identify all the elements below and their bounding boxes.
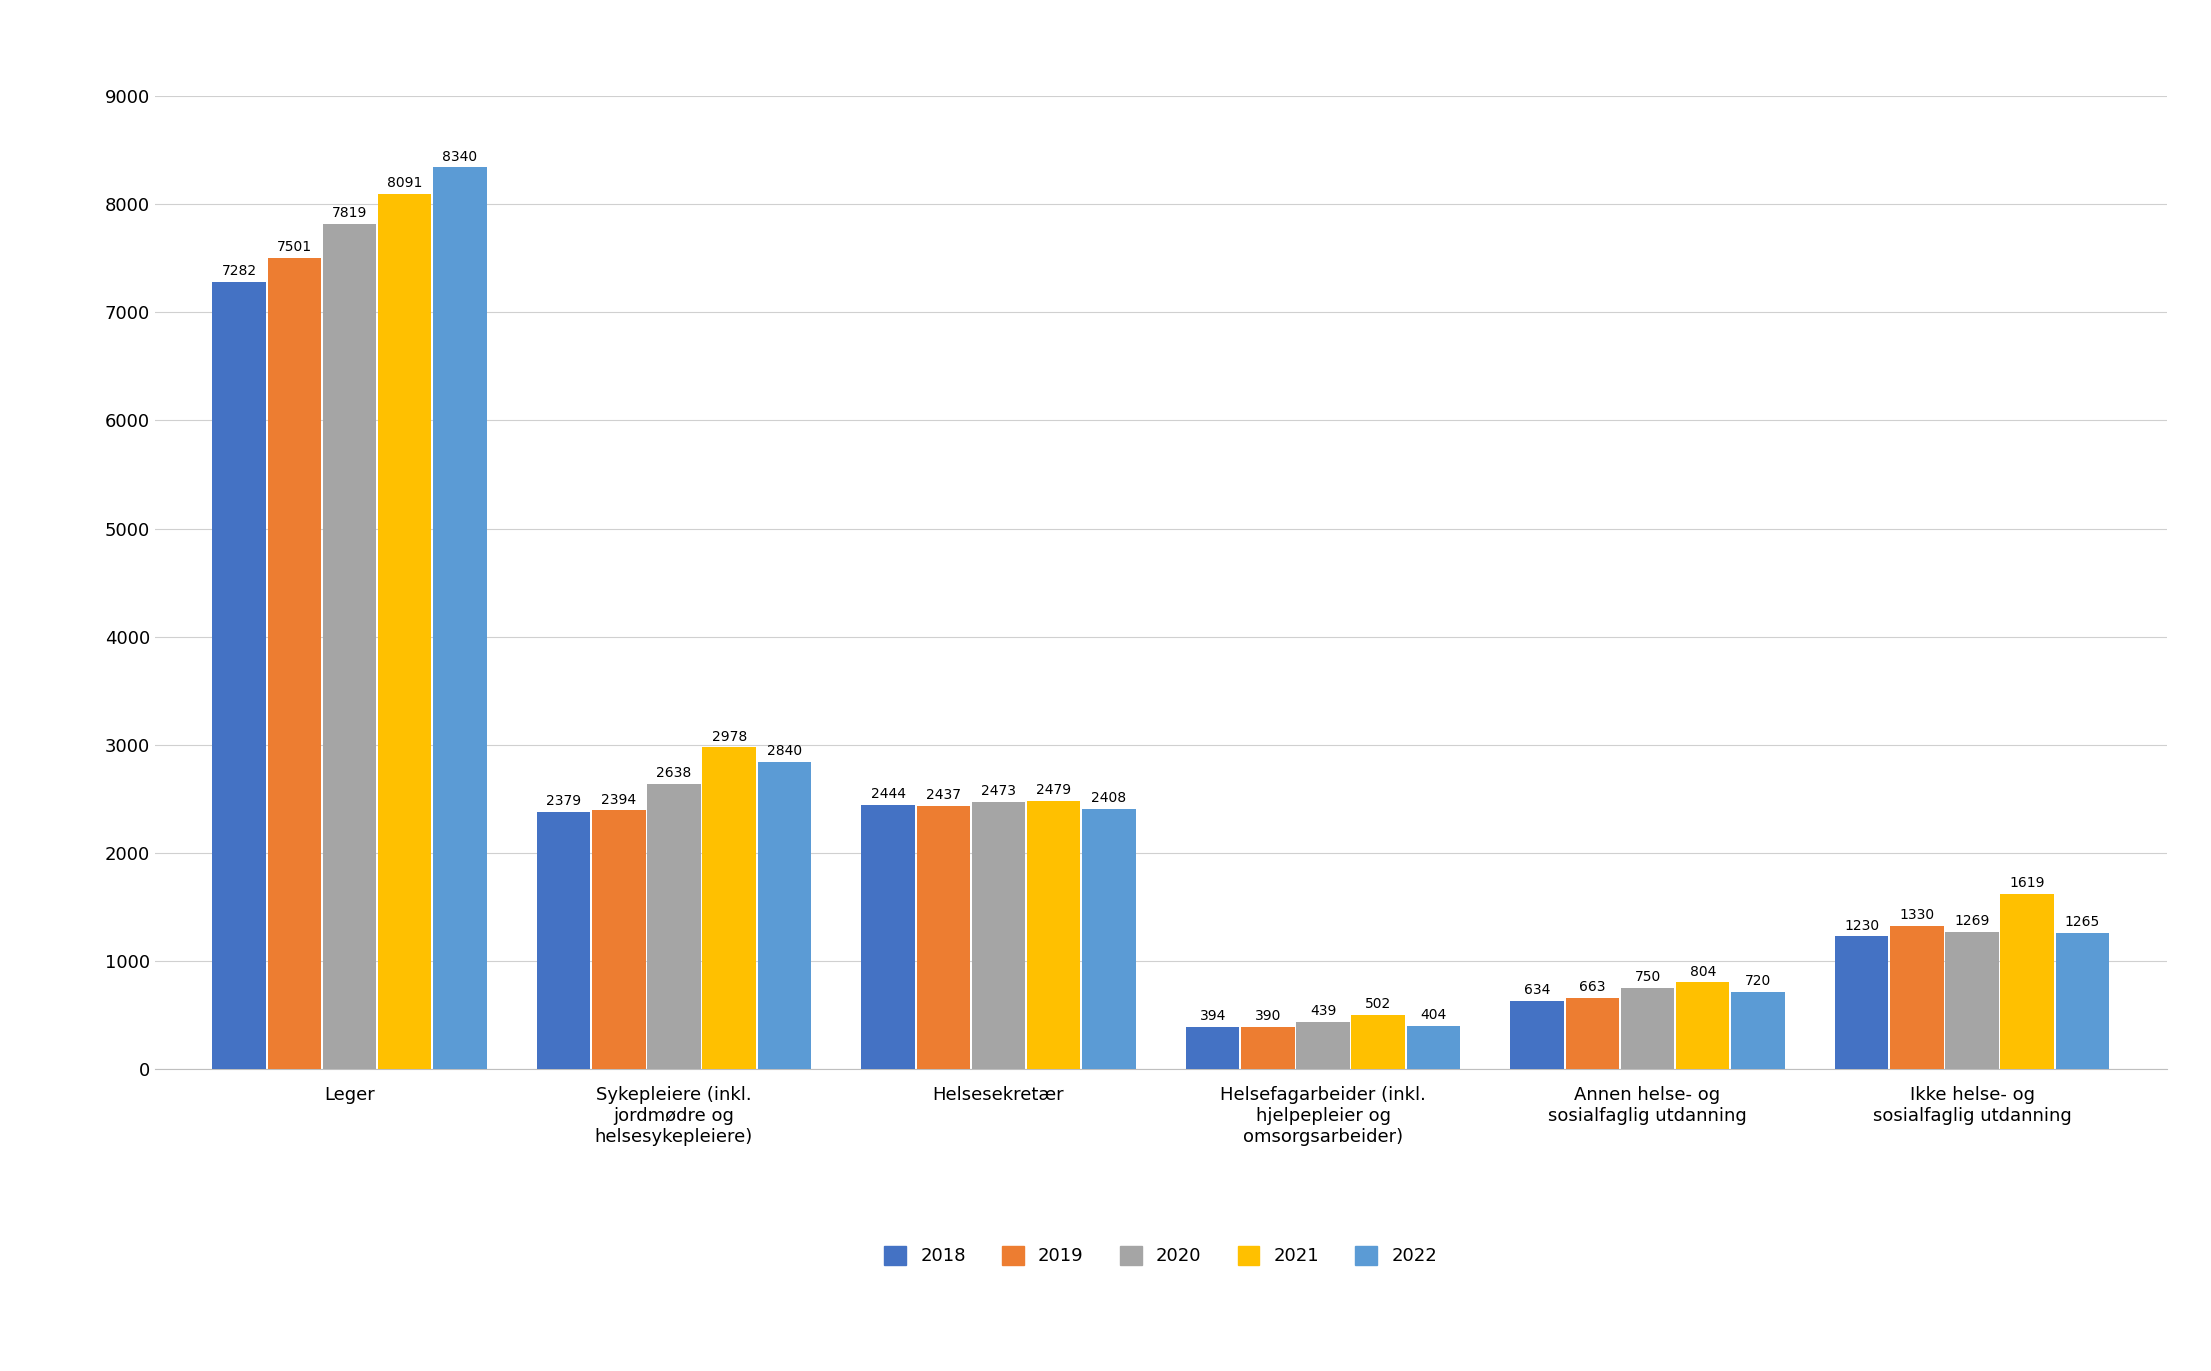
- Bar: [268, 258, 321, 1069]
- Text: 2437: 2437: [926, 788, 962, 802]
- Bar: [973, 802, 1026, 1069]
- Bar: [1565, 998, 1618, 1069]
- Text: 2479: 2479: [1037, 783, 1072, 798]
- Bar: [537, 812, 590, 1069]
- Text: 1619: 1619: [2010, 876, 2045, 891]
- Text: 750: 750: [1634, 971, 1660, 984]
- Legend: 2018, 2019, 2020, 2021, 2022: 2018, 2019, 2020, 2021, 2022: [876, 1237, 1446, 1275]
- Text: 394: 394: [1201, 1009, 1225, 1023]
- Bar: [1890, 925, 1943, 1069]
- Text: 7501: 7501: [276, 240, 312, 254]
- Text: 2473: 2473: [982, 784, 1017, 798]
- Text: 634: 634: [1523, 983, 1550, 997]
- Text: 1269: 1269: [1955, 914, 1990, 928]
- Bar: [1946, 932, 1999, 1069]
- Text: 2408: 2408: [1092, 791, 1125, 805]
- Text: 390: 390: [1254, 1009, 1280, 1023]
- Bar: [1621, 988, 1674, 1069]
- Text: 2379: 2379: [546, 794, 581, 809]
- Text: 7819: 7819: [332, 206, 367, 219]
- Text: 663: 663: [1579, 980, 1605, 994]
- Bar: [1240, 1027, 1296, 1069]
- Bar: [918, 806, 971, 1069]
- Bar: [1731, 991, 1784, 1069]
- Bar: [862, 805, 915, 1069]
- Bar: [1510, 1001, 1563, 1069]
- Bar: [593, 810, 646, 1069]
- Text: 804: 804: [1689, 965, 1716, 979]
- Text: 720: 720: [1744, 973, 1771, 987]
- Bar: [1296, 1021, 1349, 1069]
- Bar: [1081, 809, 1136, 1069]
- Text: 2394: 2394: [601, 792, 637, 806]
- Bar: [323, 223, 376, 1069]
- Text: 1230: 1230: [1844, 919, 1879, 932]
- Bar: [212, 282, 265, 1069]
- Bar: [2056, 932, 2109, 1069]
- Bar: [1351, 1015, 1404, 1069]
- Text: 502: 502: [1364, 997, 1391, 1012]
- Text: 2840: 2840: [767, 744, 803, 758]
- Bar: [648, 784, 701, 1069]
- Bar: [433, 167, 486, 1069]
- Text: 1330: 1330: [1899, 908, 1935, 921]
- Text: 8340: 8340: [442, 149, 478, 163]
- Bar: [1185, 1027, 1240, 1069]
- Text: 8091: 8091: [387, 177, 422, 191]
- Text: 439: 439: [1309, 1004, 1335, 1019]
- Text: 404: 404: [1419, 1008, 1446, 1021]
- Text: 2978: 2978: [712, 729, 747, 743]
- Bar: [378, 195, 431, 1069]
- Bar: [703, 747, 756, 1069]
- Bar: [758, 762, 811, 1069]
- Bar: [2001, 894, 2054, 1069]
- Bar: [1406, 1026, 1459, 1069]
- Text: 2444: 2444: [871, 787, 907, 801]
- Text: 1265: 1265: [2065, 914, 2100, 928]
- Bar: [1835, 936, 1888, 1069]
- Text: 7282: 7282: [221, 265, 256, 278]
- Bar: [1676, 983, 1729, 1069]
- Text: 2638: 2638: [657, 766, 692, 780]
- Bar: [1026, 801, 1081, 1069]
